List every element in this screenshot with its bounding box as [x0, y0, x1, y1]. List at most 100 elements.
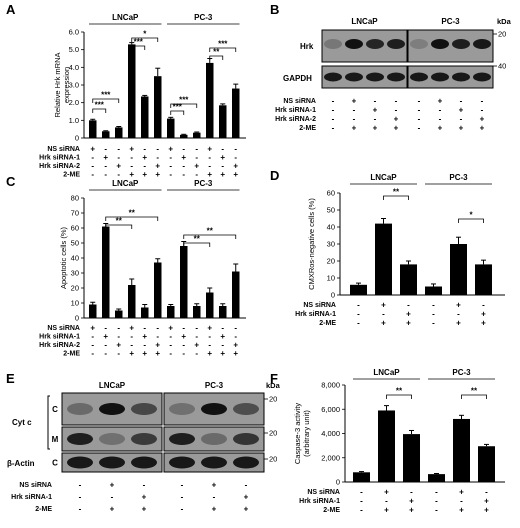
treatment-sign: -: [485, 488, 488, 497]
treatment-sign: -: [360, 497, 363, 506]
bar: [128, 285, 136, 318]
treatment-sign: -: [181, 505, 184, 514]
significance-bracket: [461, 394, 487, 399]
treatment-sign: +: [103, 332, 108, 341]
panel-letter: D: [270, 168, 279, 183]
y-tick-label: 0: [336, 478, 340, 487]
treatment-sign: +: [481, 319, 486, 328]
treatment-sign: -: [104, 324, 107, 333]
significance-bracket: [92, 98, 120, 103]
treatment-sign: -: [130, 332, 133, 341]
group-label: LNCaP: [370, 173, 397, 182]
blot-row-label: β-Actin: [7, 459, 35, 468]
bar: [353, 472, 370, 482]
treatment-sign: -: [111, 493, 114, 502]
y-tick-label: 40: [71, 254, 79, 263]
treatment-sign: -: [357, 301, 360, 310]
fraction-label: C: [52, 405, 58, 414]
blot-band: [387, 39, 405, 49]
y-tick-label: 6.0: [69, 28, 79, 37]
treatment-row-label: NS siRNA: [47, 146, 80, 153]
treatment-sign: -: [104, 170, 107, 179]
bar: [206, 292, 214, 318]
treatment-sign: -: [169, 153, 172, 162]
treatment-row-label: Hrk siRNA-1: [39, 334, 80, 341]
y-tick-label: 5.0: [69, 45, 79, 54]
bar: [89, 304, 97, 318]
y-axis-label-line: Relative Hrk mRNA: [53, 52, 62, 117]
group-label: PC-3: [205, 381, 224, 390]
treatment-sign: -: [182, 324, 185, 333]
treatment-row-label: NS siRNA: [303, 302, 336, 309]
y-tick-label: 70: [71, 209, 79, 218]
y-tick-label: 0: [75, 314, 79, 323]
treatment-sign: -: [182, 349, 185, 358]
treatment-sign: +: [142, 332, 147, 341]
treatment-sign: +: [90, 324, 95, 333]
significance-bracket: [170, 103, 198, 108]
significance-bracket: [105, 216, 159, 221]
bar: [128, 44, 136, 138]
treatment-sign: -: [357, 319, 360, 328]
significance-bracket: [183, 242, 211, 247]
blot-band: [410, 39, 428, 49]
significance-bracket: [209, 47, 237, 52]
treatment-sign: +: [142, 505, 147, 514]
y-axis-label: Apoptotic cells (%): [59, 226, 68, 289]
bar: [219, 105, 227, 138]
treatment-row-label: 2-ME: [35, 506, 52, 513]
treatment-row-label: Hrk siRNA-1: [295, 311, 336, 318]
treatment-sign: -: [195, 145, 198, 154]
significance-bracket: [170, 110, 185, 115]
treatment-sign: +: [373, 106, 378, 115]
blot-band: [67, 403, 93, 415]
bar: [141, 96, 149, 138]
treatment-sign: -: [208, 153, 211, 162]
treatment-row-label: Hrk siRNA-1: [39, 155, 80, 162]
blot-band: [201, 433, 227, 445]
y-axis-label-line: expression: [62, 67, 71, 103]
treatment-sign: -: [143, 341, 146, 350]
bar: [375, 223, 392, 295]
treatment-sign: -: [169, 349, 172, 358]
significance-bracket: [183, 234, 237, 239]
group-label: LNCaP: [351, 17, 378, 26]
treatment-sign: -: [117, 332, 120, 341]
bar: [180, 134, 188, 138]
treatment-sign: +: [233, 162, 238, 171]
treatment-sign: +: [155, 170, 160, 179]
treatment-sign: +: [181, 153, 186, 162]
significance-bracket: [131, 37, 159, 42]
treatment-sign: -: [143, 481, 146, 490]
treatment-sign: -: [221, 324, 224, 333]
y-tick-label: 2.0: [69, 98, 79, 107]
treatment-sign: -: [156, 145, 159, 154]
treatment-sign: -: [435, 497, 438, 506]
treatment-sign: -: [182, 170, 185, 179]
group-label: LNCaP: [99, 381, 126, 390]
treatment-row-label: NS siRNA: [283, 98, 316, 105]
blot-band: [131, 456, 157, 469]
blot-band: [431, 39, 449, 49]
group-label: PC-3: [441, 17, 460, 26]
treatment-sign: +: [233, 349, 238, 358]
treatment-sign: -: [374, 97, 377, 106]
y-tick-label: 20: [327, 257, 335, 266]
blot-band: [410, 72, 428, 82]
y-tick-label: 8,000: [321, 381, 340, 390]
group-label: LNCaP: [112, 179, 139, 188]
treatment-sign: +: [142, 349, 147, 358]
bar: [425, 286, 442, 295]
treatment-sign: -: [234, 324, 237, 333]
panel-letter: F: [270, 371, 278, 386]
treatment-sign: -: [195, 170, 198, 179]
blot-band: [131, 433, 157, 445]
treatment-sign: -: [221, 341, 224, 350]
bar: [219, 306, 227, 318]
treatment-sign: +: [155, 341, 160, 350]
bar: [193, 132, 201, 138]
panel-letter: A: [6, 2, 16, 17]
treatment-sign: -: [195, 349, 198, 358]
panel-c-apoptotic-cells-chart: C 0 10 20 30 40 50 60 70 80 Apoptotic cells (%) LNC…: [6, 174, 246, 358]
